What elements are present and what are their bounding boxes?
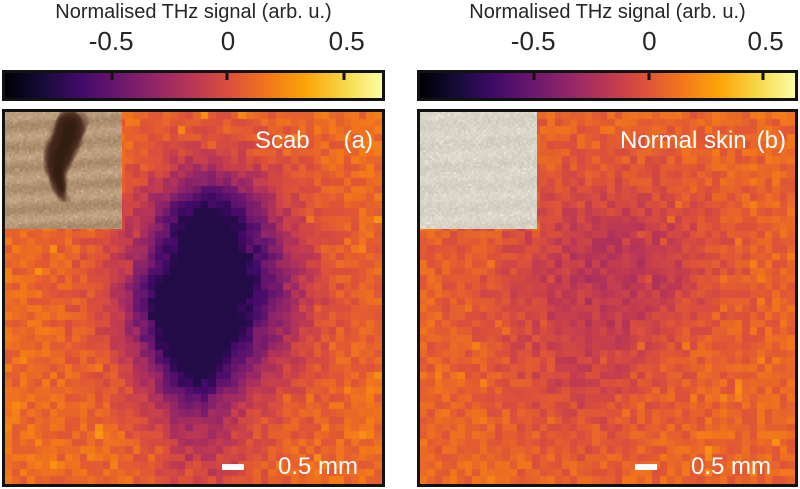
inset-photo-scab (5, 112, 122, 229)
inset-photo-normal-skin (420, 112, 537, 229)
scale-bar-label: 0.5 mm (277, 453, 358, 480)
scale-bar (221, 464, 244, 470)
scale-bar-label: 0.5 mm (690, 453, 771, 480)
colorbar-tick-mark (342, 73, 346, 80)
colorbar-b (417, 70, 798, 101)
panel-letter: (a) (343, 127, 373, 154)
colorbar-tick-label: -0.5 (88, 26, 134, 56)
colorbar-title-a: Normalised THz signal (arb. u.) (55, 1, 332, 23)
colorbar-title-b: Normalised THz signal (arb. u.) (469, 1, 746, 23)
colorbar-tick-mark (110, 73, 114, 80)
panel-b-column: Normalised THz signal (arb. u.) -0.5 0 0.5… (417, 0, 798, 489)
panel-label-b: Normal skin (b) (620, 127, 786, 155)
colorbar-tick-mark (647, 73, 651, 80)
colorbar-tick-mark (225, 73, 229, 80)
heatmap-panel-a: Scab (a) 0.5 mm (2, 109, 385, 487)
panel-label-a: Scab (a) (255, 127, 373, 155)
colorbar-tick-label: 0 (220, 26, 236, 56)
colorbar-tick-label: 0.5 (747, 26, 784, 56)
panel-letter: (b) (756, 127, 786, 154)
heatmap-panel-b: Normal skin (b) 0.5 mm (417, 109, 798, 487)
colorbar-tick-mark (532, 73, 536, 80)
colorbar-tick-label: 0 (642, 26, 657, 56)
panel-label-text: Normal skin (619, 127, 747, 154)
scale-bar-group-a: 0.5 mm (221, 453, 358, 480)
colorbar-a (2, 70, 385, 101)
colorbar-tick-labels-a: -0.5 0 0.5 (2, 27, 385, 57)
panel-a-column: Normalised THz signal (arb. u.) -0.5 0 0.5… (2, 0, 385, 489)
colorbar-tick-mark (761, 73, 765, 80)
colorbar-tick-labels-b: -0.5 0 0.5 (417, 27, 798, 57)
colorbar-tick-label: 0.5 (328, 26, 365, 56)
scale-bar-group-b: 0.5 mm (634, 453, 771, 480)
scale-bar (634, 464, 657, 470)
colorbar-tick-label: -0.5 (510, 26, 556, 56)
panel-label-text: Scab (254, 127, 310, 154)
